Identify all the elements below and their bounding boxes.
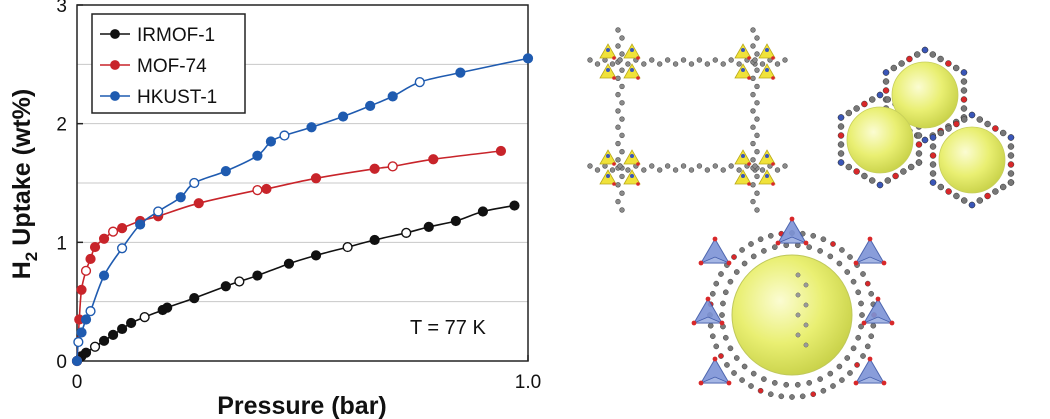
data-point — [369, 163, 380, 174]
data-point — [98, 335, 110, 346]
data-point — [175, 192, 186, 203]
data-point — [252, 150, 263, 161]
hkust-pore-sphere — [731, 254, 853, 376]
data-point — [193, 198, 204, 209]
data-point — [337, 111, 349, 122]
data-point — [80, 265, 92, 276]
y-tick-label: 1 — [56, 233, 67, 254]
data-point — [252, 270, 263, 281]
data-point — [189, 177, 200, 189]
data-point — [76, 284, 87, 295]
data-point — [428, 154, 439, 165]
hkust-1-structure — [691, 216, 895, 400]
data-point — [477, 206, 489, 217]
y-tick-label: 2 — [56, 115, 67, 136]
x-tick-label: 0 — [72, 372, 83, 393]
data-point — [80, 314, 92, 325]
data-point — [414, 77, 425, 88]
data-point — [310, 250, 322, 261]
y-axis-title-main: Uptake (wt%) — [8, 89, 36, 246]
data-point — [116, 323, 128, 335]
series-layer — [71, 53, 534, 367]
data-point — [71, 355, 83, 367]
legend-marker — [110, 91, 120, 101]
data-point — [89, 241, 101, 253]
data-point — [162, 302, 173, 313]
mof-structures-illustration — [587, 27, 1015, 400]
plot-frame — [76, 4, 529, 362]
data-point — [98, 270, 110, 281]
data-point — [116, 222, 128, 234]
x-axis-title: Pressure (bar) — [217, 392, 387, 419]
data-point — [509, 200, 520, 211]
data-point — [279, 130, 290, 141]
data-point — [107, 226, 119, 237]
legend-marker — [110, 60, 120, 70]
data-point — [252, 185, 263, 196]
data-point — [261, 183, 272, 195]
data-point — [220, 281, 231, 292]
data-point — [283, 258, 295, 269]
y-tick-label: 0 — [56, 352, 67, 373]
legend-label: HKUST-1 — [137, 87, 217, 108]
data-point — [220, 166, 231, 177]
data-point — [387, 91, 398, 102]
data-point — [495, 145, 507, 157]
legend: IRMOF-1 MOF-74 HKUST-1 — [91, 13, 246, 114]
x-tick-label: 1.0 — [515, 372, 541, 393]
h2-uptake-chart: 0 1 2 3 0 1.0 IRMOF-1 MOF-74 HKUST-1 T = 77 K P… — [8, 0, 541, 419]
data-point — [76, 327, 87, 338]
data-point — [80, 347, 92, 358]
irmof-1-structure — [587, 27, 788, 213]
data-point — [107, 329, 119, 340]
data-point — [306, 122, 317, 133]
legend-label: IRMOF-1 — [137, 25, 215, 46]
data-point — [365, 100, 376, 111]
data-point — [139, 311, 150, 323]
data-point — [189, 293, 200, 304]
data-point — [153, 206, 164, 217]
data-point — [98, 233, 110, 244]
data-point — [265, 136, 277, 147]
data-point — [116, 243, 128, 254]
data-point — [450, 215, 461, 227]
y-axis-title: H2 Uptake (wt%) — [8, 89, 41, 280]
series-hkust-1 — [71, 53, 534, 367]
data-point — [85, 306, 96, 317]
data-point — [234, 276, 245, 287]
data-point — [387, 161, 398, 172]
data-point — [85, 253, 96, 265]
data-point — [89, 341, 101, 352]
data-point — [369, 234, 380, 246]
data-point — [455, 67, 466, 78]
data-point — [73, 336, 84, 348]
legend-label: MOF-74 — [137, 56, 207, 77]
y-axis-title-prefix: H — [8, 261, 36, 279]
series-irmof-1 — [71, 200, 520, 367]
data-point — [310, 173, 322, 184]
mof-74-structure — [837, 46, 1015, 209]
y-axis-title-subscript: 2 — [22, 252, 41, 261]
data-point — [342, 241, 353, 253]
data-point — [401, 227, 412, 238]
annotation-temperature: T = 77 K — [410, 317, 486, 339]
data-point — [522, 53, 534, 64]
y-tick-label: 3 — [56, 0, 67, 17]
data-point — [126, 317, 137, 329]
legend-marker — [110, 29, 120, 39]
data-point — [135, 219, 146, 230]
data-point — [423, 221, 434, 233]
